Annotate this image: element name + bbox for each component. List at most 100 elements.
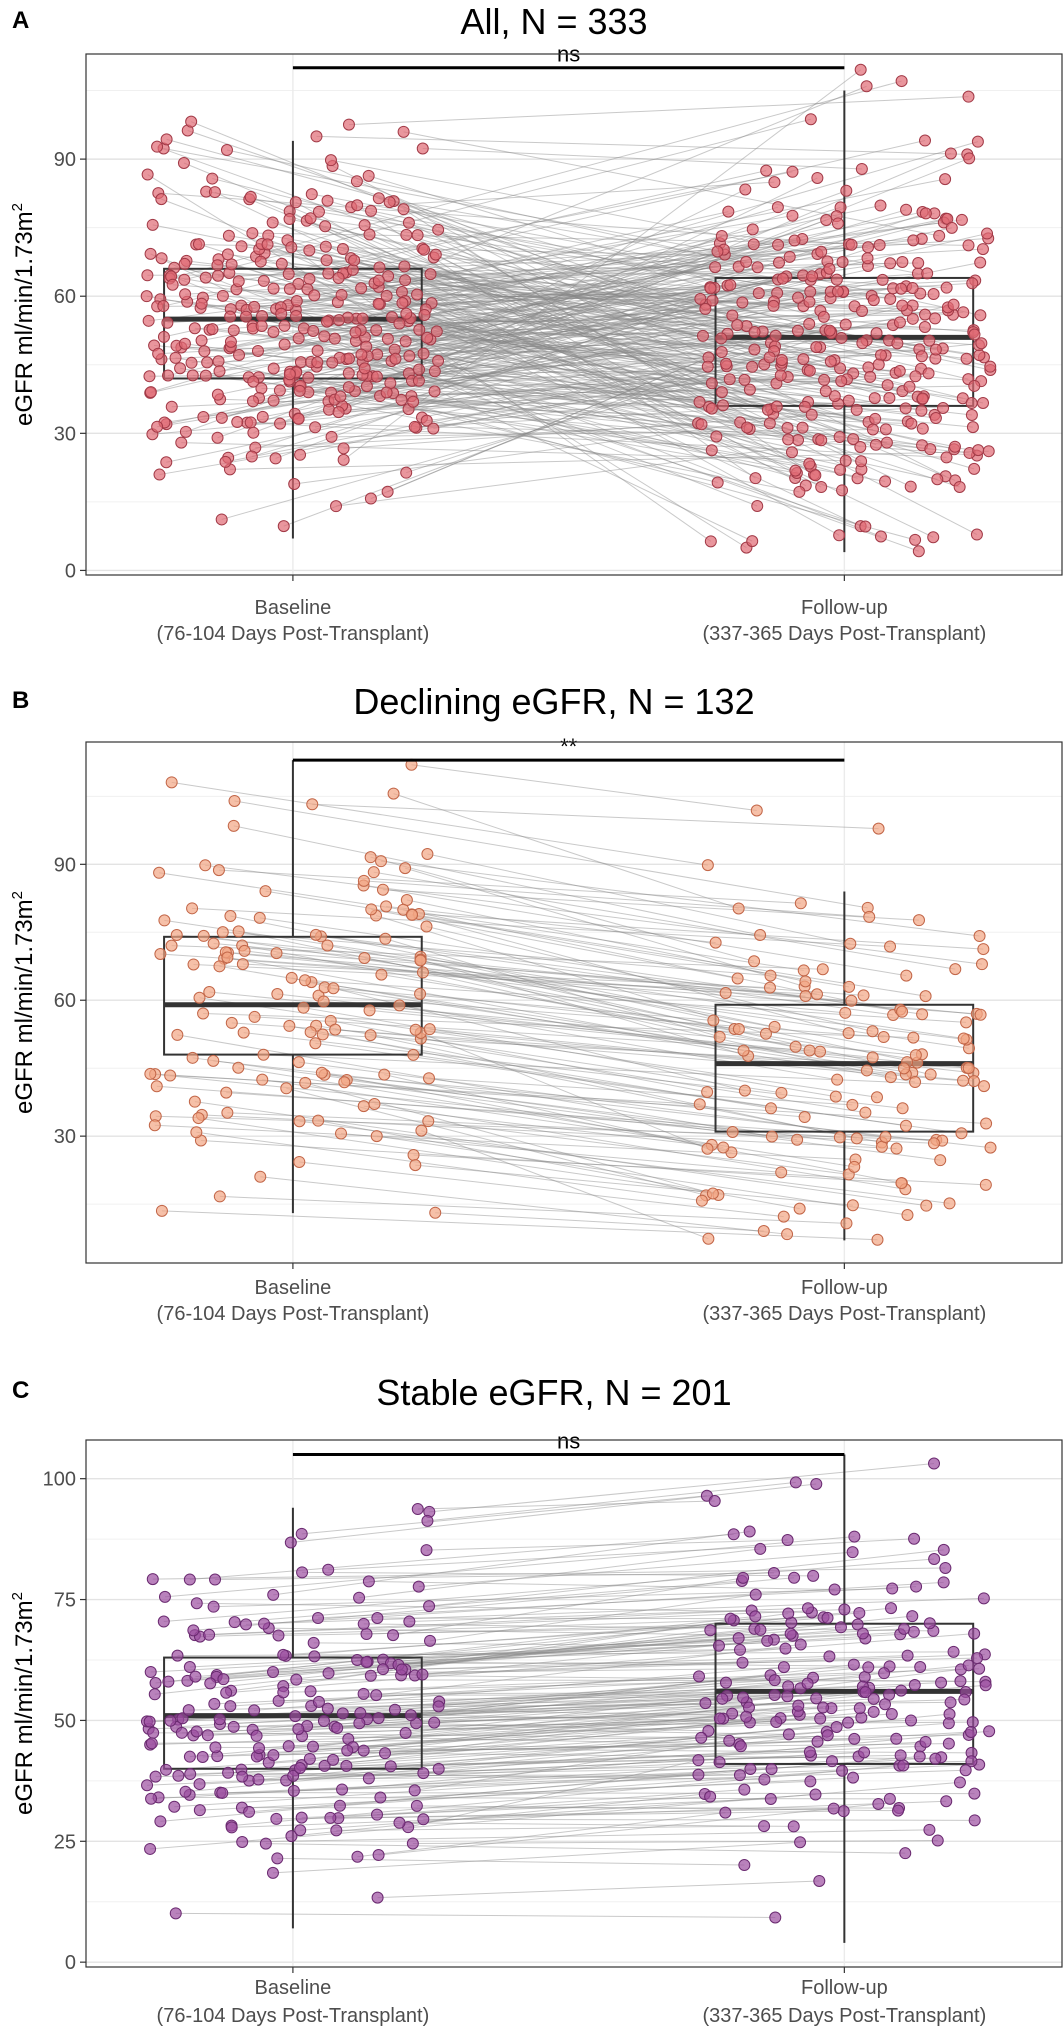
data-point <box>320 315 333 328</box>
paired-line <box>150 1631 914 1673</box>
data-point <box>907 1031 920 1044</box>
paired-line <box>403 208 748 428</box>
paired-line <box>374 1103 906 1190</box>
data-point <box>283 368 296 381</box>
paired-line <box>342 248 755 333</box>
data-point <box>154 1815 167 1828</box>
data-point <box>768 1674 781 1687</box>
data-point <box>741 421 754 434</box>
data-point <box>966 1716 979 1729</box>
data-point <box>803 1044 816 1057</box>
data-point <box>907 1625 920 1638</box>
data-point <box>414 987 427 1000</box>
data-point <box>330 1824 343 1837</box>
data-point <box>252 1773 265 1786</box>
data-point <box>821 1611 834 1624</box>
data-point <box>292 1056 305 1069</box>
data-point <box>793 485 806 498</box>
data-point <box>912 256 925 269</box>
data-point <box>240 310 253 323</box>
paired-line <box>198 1117 713 1194</box>
data-point <box>399 274 412 287</box>
data-point <box>799 975 812 988</box>
data-point <box>292 332 305 345</box>
data-point <box>219 455 232 468</box>
data-point <box>421 1514 434 1527</box>
paired-line <box>408 408 977 457</box>
data-point <box>175 436 188 449</box>
paired-line <box>258 376 835 397</box>
paired-line <box>289 371 916 541</box>
paired-line <box>227 253 738 326</box>
paired-line <box>382 889 920 921</box>
data-point <box>358 951 371 964</box>
paired-line <box>295 201 699 424</box>
data-point <box>212 355 225 368</box>
data-point <box>432 1762 445 1775</box>
data-point <box>716 1692 729 1705</box>
paired-line <box>252 314 926 327</box>
data-point <box>907 234 920 247</box>
data-point <box>884 257 897 270</box>
data-point <box>960 352 973 365</box>
paired-line <box>423 249 723 393</box>
paired-line <box>290 1483 817 1544</box>
data-point <box>769 1911 782 1924</box>
paired-line <box>377 1880 820 1899</box>
data-point <box>207 1600 220 1613</box>
data-point <box>141 1779 154 1792</box>
data-point <box>906 282 919 295</box>
data-point <box>157 1615 170 1628</box>
paired-line <box>218 869 801 904</box>
data-point <box>416 1668 429 1681</box>
data-point <box>740 255 753 268</box>
paired-line <box>406 313 861 527</box>
data-point <box>955 213 968 226</box>
data-point <box>213 1190 226 1203</box>
paired-line <box>310 349 936 363</box>
paired-line <box>206 191 779 281</box>
data-point <box>693 1670 706 1683</box>
data-point <box>161 369 174 382</box>
paired-line <box>420 1038 782 1094</box>
paired-line <box>408 320 810 465</box>
paired-line <box>312 803 879 830</box>
data-point <box>428 365 441 378</box>
data-point <box>713 1712 726 1725</box>
paired-line <box>393 392 811 467</box>
data-point <box>267 1749 280 1762</box>
paired-line <box>419 293 934 331</box>
data-point <box>973 349 986 362</box>
data-point <box>984 1141 997 1154</box>
data-point <box>693 395 706 408</box>
y-tick-label: 60 <box>54 990 76 1012</box>
paired-line <box>378 1803 879 1856</box>
paired-line <box>304 979 967 1023</box>
paired-line <box>367 1661 890 1667</box>
data-point <box>918 134 931 147</box>
paired-line <box>147 174 747 549</box>
paired-line <box>150 1073 733 1133</box>
paired-line <box>330 1796 711 1819</box>
data-point <box>224 335 237 348</box>
data-point <box>876 273 889 286</box>
data-point <box>909 370 922 383</box>
data-point <box>806 270 819 283</box>
data-point <box>237 1026 250 1039</box>
data-point <box>428 385 441 398</box>
panel-letter: C <box>12 1377 29 1404</box>
data-point <box>983 1725 996 1738</box>
data-point <box>184 1767 197 1780</box>
data-point <box>225 1016 238 1029</box>
data-point <box>324 154 337 167</box>
paired-line <box>185 248 983 295</box>
data-point <box>910 1580 923 1593</box>
data-point <box>337 453 350 466</box>
data-point <box>977 943 990 956</box>
paired-line <box>324 1074 805 1118</box>
data-point <box>836 255 849 268</box>
data-point <box>940 451 953 464</box>
data-point <box>923 1617 936 1630</box>
paired-line <box>346 1079 882 1148</box>
data-point <box>723 1734 736 1747</box>
